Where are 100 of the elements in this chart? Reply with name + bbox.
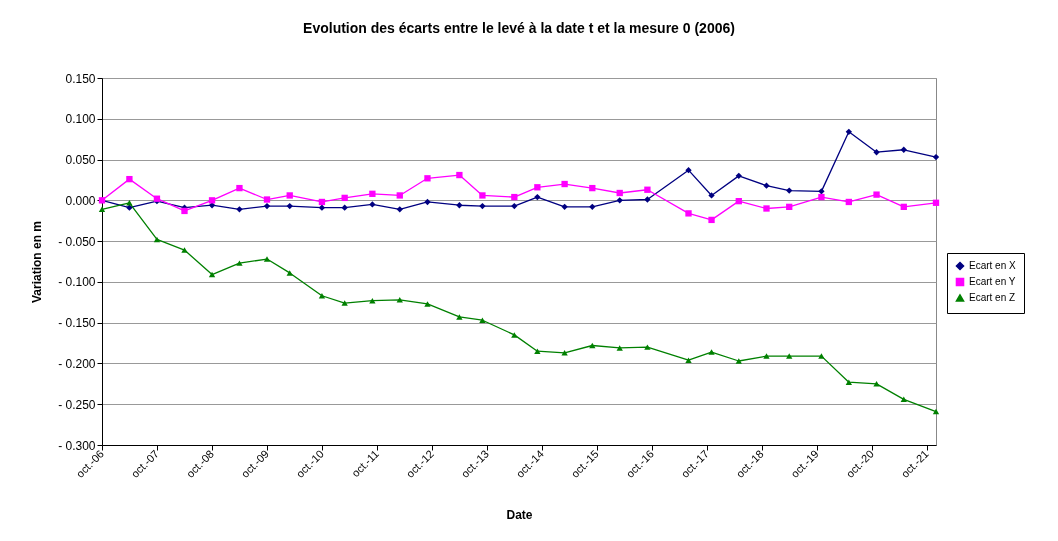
point [208,197,216,204]
point [763,205,770,212]
point [589,203,596,211]
point [561,203,568,211]
point [263,196,271,203]
point [845,379,852,385]
point [873,149,880,156]
point [534,348,541,354]
point [616,189,623,197]
point [786,353,793,359]
point [735,358,742,364]
point [236,260,243,266]
y-tick-label: - 0.200 [58,356,96,371]
point [153,236,161,243]
point [396,206,403,213]
point [511,202,518,210]
point [456,171,463,179]
point [318,198,326,206]
point [561,180,568,188]
point [126,200,133,206]
point [341,300,348,306]
point [286,192,293,199]
point [534,184,541,191]
point [511,193,518,201]
point [511,332,518,338]
point [685,210,692,217]
point [424,198,431,206]
point [286,202,293,210]
point [181,207,188,215]
point [286,270,293,276]
point [685,357,692,363]
point [263,256,271,262]
point [644,196,651,203]
point [685,167,692,174]
point [263,202,271,210]
point [424,175,431,182]
point [456,314,463,320]
y-tick-label: 0.000 [65,193,96,208]
point [900,146,907,153]
point [786,187,793,194]
chart-title: Evolution des écarts entre le levé à la date t et la mesure 0 (2006) [303,20,735,36]
point [786,203,793,211]
point [644,344,651,350]
point [318,204,326,211]
legend-label: Ecart en Y [969,276,1016,287]
y-tick-label: - 0.050 [58,234,96,249]
point [341,194,348,202]
point [644,186,651,193]
point [396,297,403,303]
y-tick-label: 0.100 [65,112,96,127]
point [341,204,348,211]
point [616,345,623,351]
point [181,247,188,253]
point [735,197,742,205]
point [369,201,376,208]
point [236,184,243,192]
point [479,202,486,210]
point [763,353,770,359]
point [845,198,852,206]
point [126,175,133,183]
y-tick-label: - 0.150 [58,316,96,331]
point [932,199,940,206]
point [396,192,403,199]
point [818,188,825,195]
point [534,193,541,201]
point [873,191,880,198]
point [456,202,463,209]
point [818,353,825,359]
y-tick-label: - 0.100 [58,275,96,290]
point [98,206,106,213]
point [932,153,940,161]
legend-label: Ecart en Z [969,292,1016,303]
point [873,381,880,387]
point [763,182,770,189]
point [424,301,431,307]
y-tick-label: 0.050 [65,153,96,168]
point [818,193,825,201]
point [708,349,715,355]
point [616,197,623,204]
point [708,216,715,224]
point [479,192,486,199]
point [561,350,568,356]
point [589,184,596,192]
point [932,408,940,415]
point [735,172,742,180]
y-tick-label: - 0.250 [58,397,96,412]
y-axis-title: Variation en m [30,220,45,304]
legend-label: Ecart en X [969,260,1017,271]
point [208,202,216,209]
x-axis-title: Date [506,507,533,522]
point [479,317,486,323]
point [900,396,907,403]
y-tick-label: 0.150 [65,71,96,86]
y-tick-label: - 0.300 [58,438,96,453]
point [208,271,216,278]
point [236,206,243,213]
point [900,203,907,211]
point [708,192,715,199]
point [845,128,852,135]
point [369,190,376,197]
